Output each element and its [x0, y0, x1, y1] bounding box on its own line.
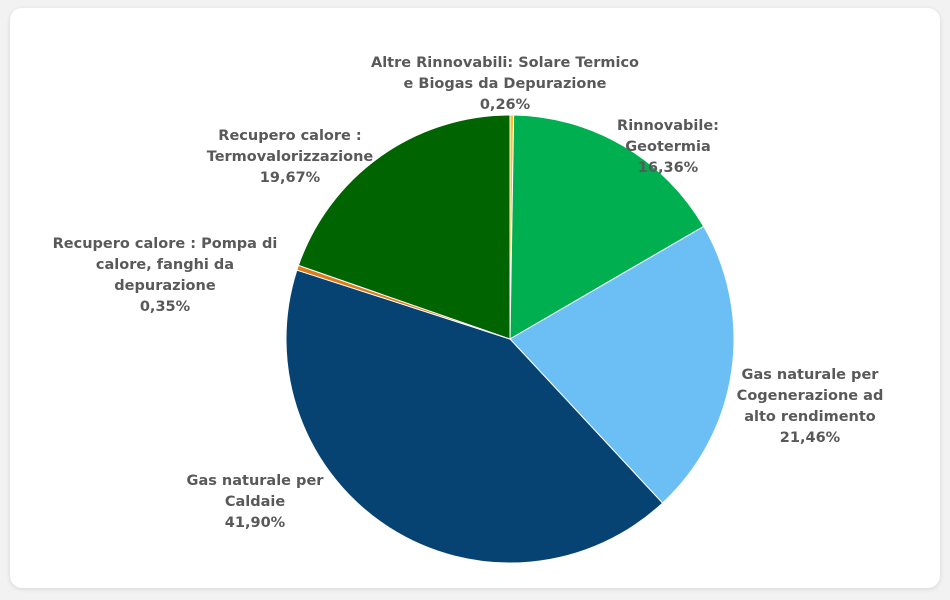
slice-label: Gas naturale per Caldaie 41,90%	[180, 471, 330, 534]
slice-label: Recupero calore : Pompa di calore, fangh…	[45, 234, 285, 318]
slice-label: Altre Rinnovabili: Solare Termico e Biog…	[365, 53, 645, 116]
value-label: 0,35%	[139, 299, 191, 315]
slice-label: Recupero calore : Termovalorizzazione 19,…	[200, 126, 380, 189]
pie-slice	[509, 225, 735, 504]
category-label: Gas naturale per Caldaie	[186, 473, 324, 510]
pie-slice	[297, 114, 511, 340]
chart-card: Altre Rinnovabili: Solare Termico e Biog…	[10, 8, 940, 588]
category-label: Rinnovabile: Geotermia	[617, 118, 719, 155]
value-label: 21,46%	[779, 430, 841, 446]
value-label: 16,36%	[637, 160, 699, 176]
pie-slice	[509, 114, 705, 340]
category-label: Recupero calore : Termovalorizzazione	[206, 128, 374, 165]
slice-label: Gas naturale per Cogenerazione ad alto r…	[735, 365, 885, 449]
pie-slice	[285, 269, 664, 564]
category-label: Recupero calore : Pompa di calore, fangh…	[52, 236, 278, 294]
value-label: 41,90%	[224, 515, 286, 531]
chart	[285, 114, 735, 564]
category-label: Altre Rinnovabili: Solare Termico e Biog…	[370, 55, 640, 92]
category-label: Gas naturale per Cogenerazione ad alto r…	[736, 367, 884, 425]
value-label: 0,26%	[479, 97, 531, 113]
slice-label: Rinnovabile: Geotermia 16,36%	[613, 116, 723, 179]
value-label: 19,67%	[259, 170, 321, 186]
